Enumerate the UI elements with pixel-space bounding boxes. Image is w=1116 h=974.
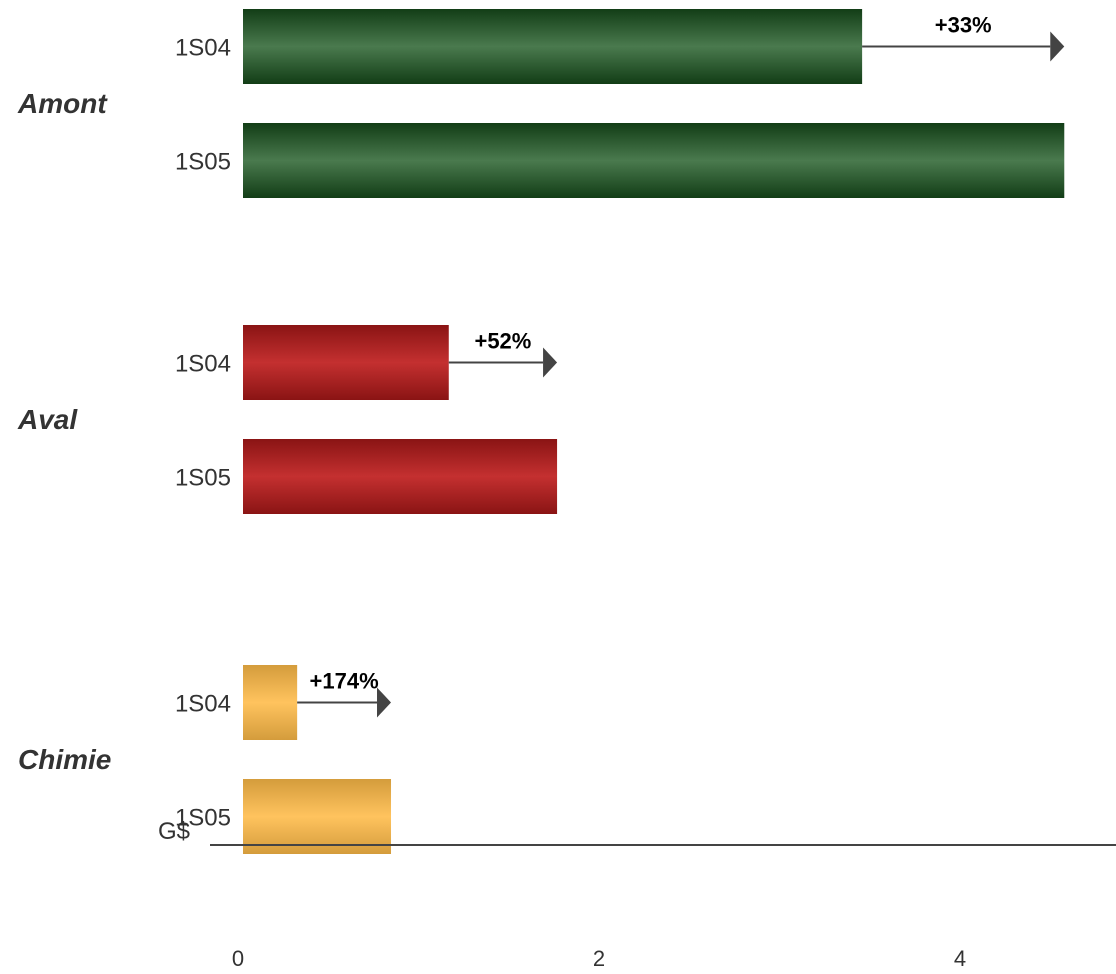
bar-label-amont-1s04: 1S04 <box>175 35 231 62</box>
change-label-chimie: +174% <box>310 669 379 694</box>
bar-aval-1s05 <box>243 439 558 514</box>
change-label-aval: +52% <box>474 329 531 354</box>
change-label-amont: +33% <box>935 13 992 38</box>
unit-label: G$ <box>158 818 190 845</box>
bar-label-amont-1s05: 1S05 <box>175 149 231 176</box>
bar-label-aval-1s04: 1S04 <box>175 351 231 378</box>
bar-amont-1s04 <box>243 9 863 84</box>
x-tick-label-4: 4 <box>954 946 966 971</box>
bar-chimie-1s04 <box>243 665 298 740</box>
bar-label-chimie-1s05: 1S05 <box>175 805 231 832</box>
growth-arrow-head-aval <box>543 347 558 378</box>
bar-label-aval-1s05: 1S05 <box>175 465 231 492</box>
labels-layer: 1S04 1S05 Amont +33% 1S04 1S05 Aval +52% 1S04 1S0… <box>17 13 1065 832</box>
x-tick-label-2: 2 <box>593 946 605 971</box>
x-axis: G$ 0 2 4 <box>158 818 1116 971</box>
bar-aval-1s04 <box>243 325 449 400</box>
bar-label-chimie-1s04: 1S04 <box>175 691 231 718</box>
growth-arrow-head-amont <box>1050 31 1065 62</box>
group-label-chimie: Chimie <box>18 744 111 775</box>
bar-amont-1s05 <box>243 123 1065 198</box>
bar-chimie-1s05 <box>243 779 392 854</box>
growth-arrow-head-chimie <box>377 687 392 718</box>
group-label-amont: Amont <box>17 88 108 119</box>
bars-layer <box>243 9 1065 854</box>
x-tick-label-0: 0 <box>232 946 244 971</box>
group-label-aval: Aval <box>17 404 78 435</box>
